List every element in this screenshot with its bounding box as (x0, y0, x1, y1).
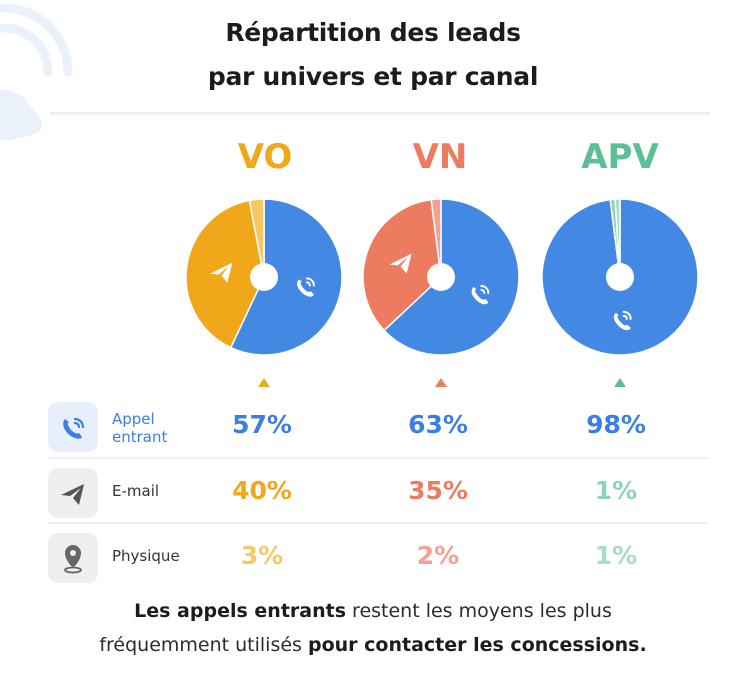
channel-label-physique: Physique (112, 547, 180, 565)
value-apv-appel: 98% (586, 410, 646, 439)
phone-icon-vo (297, 277, 315, 297)
footer-bold2: pour contacter les concessions. (307, 634, 647, 656)
pie-charts (185, 198, 699, 387)
chart-title-line1: Répartition des leads (225, 18, 521, 47)
phone-icon-apv (613, 310, 632, 331)
value-vo-physique: 3% (240, 541, 284, 570)
value-vo-email: 40% (232, 476, 292, 505)
value-vn-appel: 63% (408, 410, 468, 439)
universe-label-apv: APV (581, 137, 659, 177)
channel-label-appel: Appel entrant (112, 410, 167, 446)
location-pin-icon-box (48, 533, 98, 583)
paper-plane-icon (61, 484, 84, 505)
slice-vn-physique (430, 198, 442, 278)
row-separator (48, 457, 708, 459)
value-vn-email: 35% (408, 476, 468, 505)
slice-vo-physique (248, 198, 265, 278)
footer-text1: restent les moyens les plus (346, 600, 612, 622)
slice-apv-physique (614, 198, 621, 278)
row-email: E-mail 40% 35% 1% (48, 464, 708, 520)
chart-title-line2: par univers et par canal (207, 62, 539, 91)
value-vo-appel: 57% (232, 410, 292, 439)
footer-line2: fréquemment utilisés pour contacter les … (0, 634, 746, 656)
pie-center-vo (250, 263, 278, 291)
marker-triangle-vo (258, 378, 270, 387)
title-divider (50, 112, 710, 115)
marker-triangle-apv (614, 378, 626, 387)
footer-bold1: Les appels entrants (134, 600, 347, 622)
location-pin-icon (64, 545, 82, 574)
footer-line1: Les appels entrants restent les moyens l… (0, 600, 746, 622)
channel-label-appel-line1: Appel (112, 410, 155, 428)
channel-label-appel-line2: entrant (112, 428, 168, 446)
pie-center-vn (427, 263, 455, 291)
phone-watermark-icon (0, 3, 73, 140)
universe-label-vn: VN (412, 137, 468, 177)
paper-plane-icon-box (48, 468, 98, 518)
phone-icon (63, 417, 85, 439)
channel-label-email: E-mail (112, 482, 160, 500)
phone-icon-vn (471, 285, 490, 305)
pie-center-apv (606, 263, 634, 291)
marker-triangle-vn (435, 378, 447, 387)
row-appel-entrant: Appel entrant 57% 63% 98% (48, 398, 708, 454)
phone-icon-box (48, 402, 98, 452)
value-apv-email: 1% (594, 476, 638, 505)
paper-plane-icon-vo (210, 262, 233, 283)
universe-label-vo: VO (237, 137, 293, 177)
paper-plane-icon-vn (389, 253, 412, 274)
row-physique: Physique 3% 2% 1% (48, 529, 708, 585)
value-apv-physique: 1% (594, 541, 638, 570)
slice-vo-appel (229, 198, 343, 356)
row-separator (48, 522, 708, 524)
footer-text2: fréquemment utilisés (99, 634, 308, 656)
value-vn-physique: 2% (416, 541, 460, 570)
